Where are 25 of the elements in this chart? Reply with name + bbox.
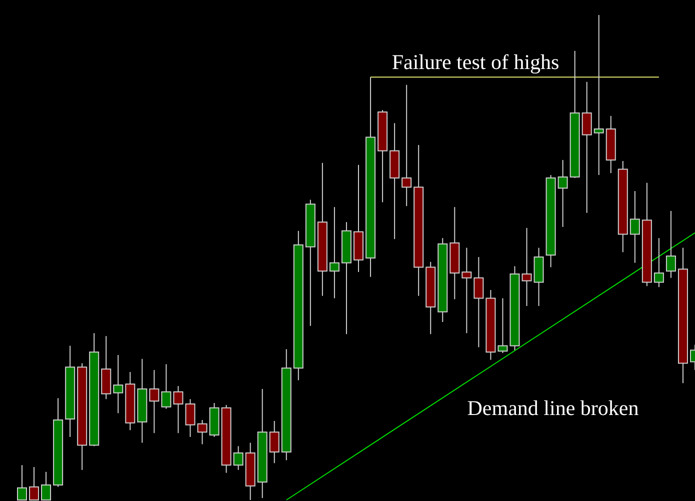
candlestick <box>666 210 676 278</box>
candlestick <box>161 364 172 410</box>
candlestick <box>558 160 568 228</box>
candlestick <box>329 206 340 299</box>
candlestick <box>269 420 280 464</box>
candlestick <box>149 370 160 434</box>
candlestick <box>185 398 196 438</box>
candlestick <box>197 419 208 445</box>
candlestick <box>522 227 532 306</box>
candlestick <box>474 256 484 348</box>
candlestick <box>630 190 640 264</box>
candlestick <box>462 247 472 334</box>
candlestick <box>582 81 592 214</box>
candlestick <box>402 84 412 207</box>
candlestick <box>173 386 184 434</box>
candlestick <box>233 446 244 470</box>
candlestick <box>29 466 40 500</box>
candlestick <box>113 354 124 414</box>
candlestick <box>498 298 508 354</box>
candlestick <box>594 14 604 176</box>
candlestick <box>41 471 52 500</box>
annotation: Failure test of highs <box>392 50 560 74</box>
candlestick <box>17 464 27 500</box>
annotation: Demand line broken <box>467 396 640 420</box>
candlestick <box>654 238 664 288</box>
